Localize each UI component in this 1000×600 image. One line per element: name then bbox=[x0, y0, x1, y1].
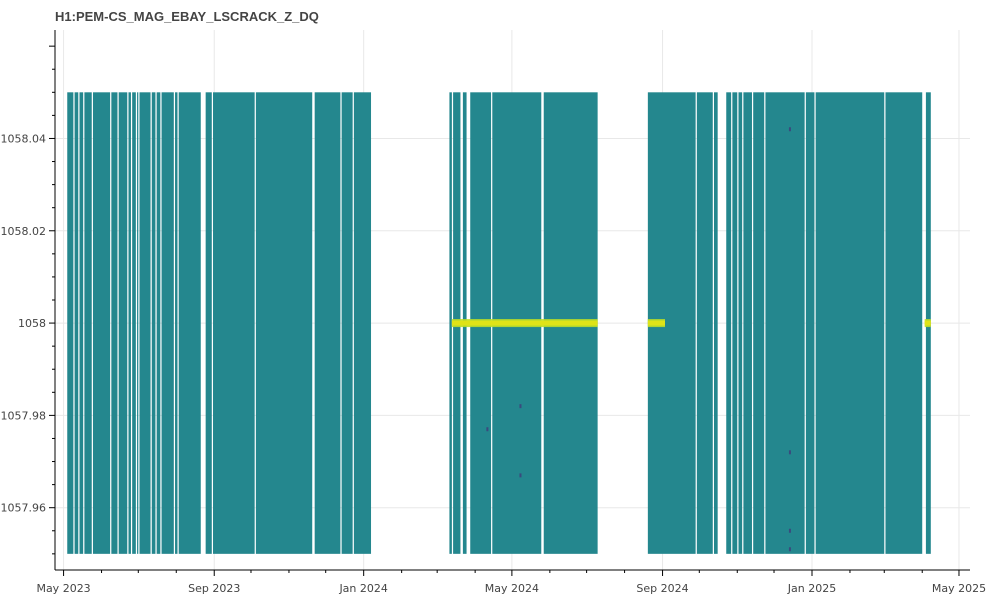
data-segment bbox=[79, 92, 84, 554]
data-segment bbox=[765, 92, 805, 554]
dark-spot bbox=[788, 127, 791, 132]
data-segment bbox=[805, 92, 815, 554]
x-tick-label: May 2023 bbox=[36, 582, 90, 595]
axis-layer: 1057.96 1057.98 1058 1058.02 1058.04 May 2023… bbox=[1, 30, 986, 595]
data-segment bbox=[156, 92, 161, 554]
data-segment bbox=[255, 92, 313, 554]
x-tick-label: Sep 2023 bbox=[188, 582, 240, 595]
dark-spot-layer bbox=[486, 127, 791, 552]
dark-spot bbox=[519, 473, 522, 478]
dark-spot bbox=[519, 404, 522, 409]
data-segment bbox=[92, 92, 111, 554]
data-layer bbox=[67, 92, 931, 554]
dark-spot bbox=[788, 547, 791, 552]
data-segment bbox=[753, 92, 765, 554]
data-segment bbox=[132, 92, 136, 554]
dark-spot bbox=[486, 427, 489, 432]
data-segment bbox=[726, 92, 732, 554]
data-segment bbox=[205, 92, 212, 554]
data-segment bbox=[713, 92, 718, 554]
data-segment bbox=[738, 92, 743, 554]
data-segment bbox=[84, 92, 92, 554]
peak-band bbox=[451, 320, 598, 326]
y-tick-label: 1058.04 bbox=[1, 132, 47, 145]
data-segment bbox=[111, 92, 118, 554]
data-segment bbox=[885, 92, 923, 554]
y-tick-label: 1057.96 bbox=[1, 502, 47, 515]
data-segment bbox=[314, 92, 341, 554]
x-tick-label: May 2024 bbox=[485, 582, 539, 595]
data-segment bbox=[139, 92, 151, 554]
data-segment bbox=[696, 92, 713, 554]
data-segment bbox=[213, 92, 255, 554]
data-segment bbox=[161, 92, 174, 554]
data-segment bbox=[341, 92, 353, 554]
data-segment bbox=[743, 92, 752, 554]
data-segment bbox=[815, 92, 885, 554]
peak-band bbox=[924, 320, 931, 326]
data-segment bbox=[151, 92, 156, 554]
peak-band bbox=[647, 320, 665, 326]
y-tick-label: 1057.98 bbox=[1, 409, 47, 422]
y-tick-label: 1058.02 bbox=[1, 225, 47, 238]
x-tick-label: Jan 2024 bbox=[338, 582, 387, 595]
data-segment bbox=[732, 92, 738, 554]
x-tick-label: Jan 2025 bbox=[787, 582, 836, 595]
data-segment bbox=[74, 92, 79, 554]
data-segment bbox=[353, 92, 372, 554]
y-tick-label: 1058 bbox=[18, 317, 46, 330]
dark-spot bbox=[788, 450, 791, 455]
data-segment bbox=[118, 92, 128, 554]
x-tick-label: Sep 2024 bbox=[636, 582, 688, 595]
data-segment bbox=[67, 92, 74, 554]
data-segment bbox=[128, 92, 131, 554]
dark-spot bbox=[788, 528, 791, 533]
data-segment bbox=[137, 92, 139, 554]
data-segment bbox=[175, 92, 178, 554]
chart-title: H1:PEM-CS_MAG_EBAY_LSCRACK_Z_DQ bbox=[55, 9, 319, 24]
data-segment bbox=[449, 92, 452, 554]
peak-layer bbox=[451, 319, 931, 328]
data-segment bbox=[178, 92, 201, 554]
x-tick-label: May 2025 bbox=[932, 582, 986, 595]
